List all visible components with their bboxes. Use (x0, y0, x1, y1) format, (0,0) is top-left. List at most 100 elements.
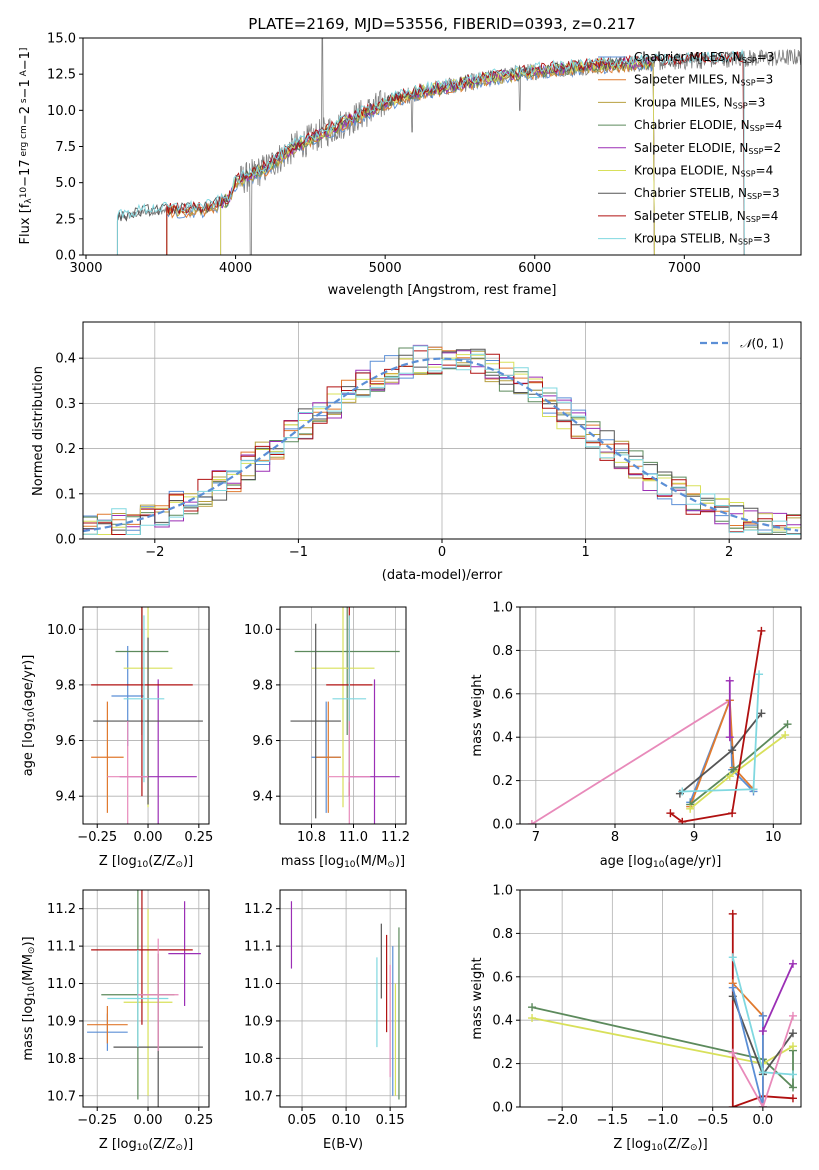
legend-label: Chabrier STELIB, NSSP=3 (634, 186, 780, 201)
spectrum-xlabel: wavelength [Angstrom, rest frame] (328, 283, 557, 298)
y-tick-label: 0.0 (492, 1101, 513, 1116)
y-tick-label: 10.7 (47, 1089, 76, 1104)
axes-frame (279, 606, 407, 825)
x-tick-label: 0.25 (184, 1113, 213, 1128)
mass-vs-z-axes-xlabel: Z [log10(Z/Z⊙)] (99, 1137, 193, 1153)
y-tick-label: 10.0 (47, 623, 76, 638)
plot-area (527, 626, 792, 824)
x-tick-label: −0.5 (697, 1113, 729, 1128)
x-tick-label: 2 (725, 545, 733, 560)
plot-area (91, 607, 203, 824)
y-tick-label: 0.2 (492, 1057, 513, 1072)
y-tick-label: 10.9 (47, 1014, 76, 1029)
age-vs-mass-axes-xlabel: mass [log10(M/M⊙)] (281, 854, 405, 870)
x-tick-label: −1 (289, 545, 308, 560)
y-tick-label: 0.2 (55, 442, 76, 457)
y-tick-label: 11.1 (47, 940, 76, 955)
legend-label: Chabrier ELODIE, NSSP=4 (634, 118, 782, 133)
weight-line-salpeter-stelib (669, 630, 763, 823)
x-tick-label: −1.0 (647, 1113, 679, 1128)
x-tick-label: 0.10 (332, 1113, 361, 1128)
spectrum-model-chabrier-miles (166, 58, 655, 255)
y-tick-label: 1.0 (492, 884, 513, 899)
legend-label: Kroupa ELODIE, NSSP=4 (634, 164, 773, 179)
y-tick-label: 0.3 (55, 397, 76, 412)
axes-frame (82, 889, 210, 1108)
x-tick-label: 0.15 (376, 1113, 405, 1128)
legend-label: Kroupa MILES, NSSP=3 (634, 95, 765, 110)
age-vs-z-axes-xlabel: Z [log10(Z/Z⊙)] (99, 854, 193, 870)
plot-area (87, 890, 203, 1107)
y-tick-label: 9.6 (252, 734, 273, 749)
x-tick-label: 5000 (369, 261, 402, 276)
y-tick-label: 9.4 (55, 790, 76, 805)
y-tick-label: 5.0 (55, 176, 76, 191)
y-tick-label: 10.0 (47, 104, 76, 119)
y-tick-label: 0.0 (55, 533, 76, 548)
weight-line-salpeter-elodie (762, 963, 794, 1032)
y-tick-label: 11.2 (47, 902, 76, 917)
spectrum-model-kroupa-miles (166, 58, 655, 255)
spectrum-title: PLATE=2169, MJD=53556, FIBERID=0393, z=0… (248, 15, 635, 33)
y-tick-label: 10.0 (244, 623, 273, 638)
axes-frame (279, 889, 407, 1108)
plot-area (528, 909, 797, 1107)
x-tick-label: −0.25 (77, 1113, 117, 1128)
x-tick-label: 0 (438, 545, 446, 560)
y-tick-label: 0.6 (492, 687, 513, 702)
plot-area (116, 38, 801, 255)
weight-vs-z-axes-xlabel: Z [log10(Z/Z⊙)] (613, 1137, 707, 1153)
x-tick-label: 3000 (69, 261, 102, 276)
plot-area (290, 607, 400, 824)
weight-line-extra (531, 699, 731, 824)
residuals-axes: −2 −1 0 1 2 0.0 0.1 0.2 0.3 0.4 (55, 321, 802, 560)
x-tick-label: 0.00 (134, 830, 163, 845)
y-tick-label: 11.0 (47, 977, 76, 992)
weight-line-chabrier-miles (731, 987, 764, 1107)
y-tick-label: 9.4 (252, 790, 273, 805)
x-tick-label: 11.2 (381, 830, 410, 845)
axes-frame (519, 889, 802, 1108)
residuals-ylabel: Normed distribution (31, 366, 46, 496)
mass-vs-z-axes: −0.25 0.00 0.25 10.7 10.8 10.9 11.0 11.1 11.2 (47, 889, 213, 1128)
x-tick-label: 6000 (518, 261, 551, 276)
legend-label: Chabrier MILES, NSSP=3 (634, 50, 774, 65)
spectrum-model-salpeter-miles (166, 59, 655, 255)
x-tick-label: −0.25 (77, 830, 117, 845)
y-tick-label: 11.0 (244, 977, 273, 992)
y-tick-label: 0.1 (55, 487, 76, 502)
y-tick-label: 1.0 (492, 601, 513, 616)
weight-line-extra (732, 1015, 794, 1107)
y-tick-label: 10.9 (244, 1014, 273, 1029)
x-tick-label: 1 (581, 545, 589, 560)
x-tick-label: 9 (690, 830, 698, 845)
y-tick-label: 10.8 (244, 1052, 273, 1067)
normal-curve (83, 357, 799, 533)
weight-line-salpeter-miles (689, 699, 755, 807)
legend-label-normal: 𝒩(0, 1) (740, 337, 784, 351)
residuals-xlabel: (data-model)/error (382, 568, 503, 583)
x-tick-label: 0.05 (288, 1113, 317, 1128)
y-tick-label: 0.0 (492, 818, 513, 833)
age-vs-mass-axes: 10.8 11.0 11.2 9.4 9.6 9.8 10.0 (244, 606, 410, 845)
weight-vs-age-axes: 7 8 9 10 0.0 0.2 0.4 0.6 0.8 1.0 (492, 601, 802, 845)
weight-line-salpeter-stelib (731, 913, 794, 1107)
x-tick-label: 7000 (668, 261, 701, 276)
y-tick-label: 2.5 (55, 212, 76, 227)
spectrum-model-kroupa-stelib (116, 48, 745, 255)
y-tick-label: 15.0 (47, 32, 76, 47)
y-tick-label: 10.7 (244, 1089, 273, 1104)
y-tick-label: 0.6 (492, 970, 513, 985)
residual-hist-kroupa-stelib (83, 345, 801, 535)
weight-vs-age-axes-xlabel: age [log10(age/yr)] (600, 854, 722, 870)
spectrum-ylabel: Flux [fλ10−17 erg cm−2 s−1 A−1] (18, 48, 34, 245)
weight-vs-age-axes-ylabel: mass weight (470, 674, 485, 756)
age-vs-z-axes: −0.25 0.00 0.25 9.4 9.6 9.8 10.0 (47, 606, 213, 845)
mass-vs-ebv-axes: 0.05 0.10 0.15 10.7 10.8 10.9 11.0 11.1 11.2 (244, 889, 407, 1128)
y-tick-label: 11.1 (244, 940, 273, 955)
spectrum-model-kroupa-elodie (220, 56, 655, 255)
legend-label: Salpeter ELODIE, NSSP=2 (634, 141, 781, 156)
plot-area (290, 901, 400, 1100)
y-tick-label: 0.0 (55, 249, 76, 264)
